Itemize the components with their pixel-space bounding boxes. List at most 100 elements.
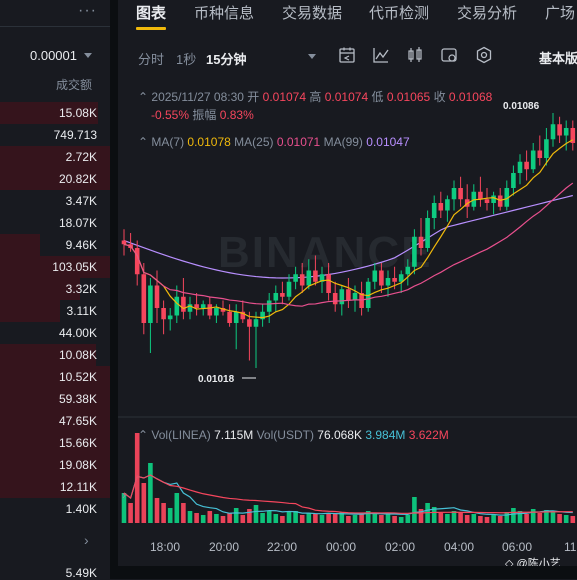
vol-ma2-value: 3.622M [408, 428, 449, 442]
volume-bar [418, 509, 424, 523]
candle-body [207, 304, 213, 316]
volume-bar [352, 515, 358, 523]
chevron-up-icon[interactable]: ⌃ [138, 135, 149, 149]
candle-body [266, 300, 272, 312]
candle-body [253, 319, 259, 327]
orderbook-row[interactable]: 9.46K [0, 234, 110, 256]
chevron-up-icon[interactable]: ⌃ [138, 428, 149, 442]
volume-bar [346, 516, 351, 523]
orderbook-row[interactable]: 15.66K [0, 432, 110, 454]
candle-body [214, 308, 219, 316]
volume-bar [227, 513, 232, 523]
chevron-up-icon[interactable]: ⌃ [138, 90, 149, 104]
target-icon[interactable] [475, 46, 493, 64]
volume-bar [570, 516, 576, 523]
orderbook-row[interactable]: 47.65K [0, 410, 110, 432]
depth-bar [0, 256, 110, 278]
candle-body [187, 304, 193, 312]
orderbook-row[interactable]: 1.40K [0, 498, 110, 520]
orderbook-row[interactable]: 44.00K [0, 322, 110, 344]
orderbook-turnover-value: 3.32K [65, 282, 97, 296]
column-header-turnover: 成交额 [56, 78, 93, 92]
ma7-line [123, 139, 574, 319]
tab-token-check[interactable]: 代币检测 [369, 5, 430, 22]
candle-body [458, 188, 463, 200]
orderbook-row[interactable]: 59.38K [0, 388, 110, 410]
interval-dropdown-icon[interactable] [308, 54, 316, 59]
pane-divider[interactable] [110, 0, 118, 579]
interval-1s[interactable]: 1秒 [176, 52, 197, 67]
orderbook-row[interactable]: 3.11K [0, 300, 110, 322]
vol-linea-label: Vol(LINEA) [151, 428, 211, 442]
orderbook-row[interactable]: 10.08K [0, 344, 110, 366]
orderbook-row[interactable]: 20.82K [0, 168, 110, 190]
volume-bar [148, 463, 153, 523]
orderbook-row[interactable]: 2.72K [0, 146, 110, 168]
volume-bar [511, 508, 516, 523]
orderbook-row[interactable]: 18.07K [0, 212, 110, 234]
low-value: 0.01065 [386, 90, 431, 104]
tab-coin-info[interactable]: 币种信息 [194, 5, 255, 22]
orderbook-turnover-value: 2.72K [65, 150, 97, 164]
tab-chart[interactable]: 图表 [136, 5, 167, 22]
candle-info-line1: ⌃ 2025/11/27 08:30 开 0.01074 高 0.01074 低… [138, 88, 492, 105]
orderbook-turnover-value: 12.11K [59, 480, 97, 494]
volume-bar [181, 503, 186, 523]
x-tick-label: 22:00 [267, 540, 298, 554]
volume-bar [253, 505, 259, 523]
more-options-icon[interactable]: ··· [78, 2, 97, 19]
volume-bar [372, 513, 378, 523]
orderbook-turnover-value: 19.08K [58, 458, 97, 472]
tick-size-selector[interactable]: 0.00001 [30, 48, 77, 63]
volume-bar [319, 515, 325, 523]
orderbook-row[interactable]: 15.08K [0, 102, 110, 124]
chevron-down-icon[interactable] [84, 53, 92, 58]
calendar-icon[interactable] [338, 46, 356, 64]
candle-type-icon[interactable] [406, 46, 424, 64]
volume-bar [161, 503, 166, 523]
ma-legend: ⌃ MA(7) 0.01078 MA(25) 0.01071 MA(99) 0.… [138, 135, 410, 149]
candle-body [273, 293, 279, 301]
orderbook-row[interactable]: 103.05K [0, 256, 110, 278]
chevron-right-icon[interactable]: › [84, 532, 89, 548]
chart-area[interactable]: BINANCE 0.01018 0.01086 ⌃ 2025/11/27 08:3… [118, 78, 577, 564]
volume-bar [438, 513, 444, 523]
volume-bar [385, 514, 391, 523]
candle-body [484, 199, 490, 203]
volume-bar [233, 508, 239, 523]
orderbook-turnover-value: 18.07K [58, 216, 97, 230]
tab-trading-data[interactable]: 交易数据 [282, 5, 343, 22]
orderbook-row[interactable]: 3.47K [0, 190, 110, 212]
high-value: 0.01074 [324, 90, 369, 104]
volume-bar [332, 514, 338, 523]
orderbook-turnover-value: 44.00K [58, 326, 97, 340]
tab-square[interactable]: 广场 [545, 5, 576, 22]
tab-trade-analysis[interactable]: 交易分析 [457, 5, 518, 22]
candle-body [524, 161, 529, 170]
volume-bar [293, 511, 298, 523]
chevron-right-icon[interactable]: › [122, 488, 126, 502]
orderbook-row[interactable]: 749.713 [0, 124, 110, 146]
volume-bar [273, 514, 279, 523]
volume-bar [504, 512, 510, 523]
volume-bar [260, 513, 265, 523]
orderbook-row[interactable]: 12.11K [0, 476, 110, 498]
volume-ma-line [123, 474, 573, 514]
candle-body [497, 195, 503, 207]
indicator-icon[interactable] [372, 46, 390, 64]
candle-body [121, 240, 127, 245]
orderbook-row[interactable]: 19.08K [0, 454, 110, 476]
chart-mode-basic[interactable]: 基本版 [539, 51, 577, 66]
interval-timeline[interactable]: 分时 [138, 52, 165, 67]
candle-body [181, 296, 186, 312]
orderbook-row[interactable]: 3.32K [0, 278, 110, 300]
orderbook-row[interactable]: 10.52K [0, 366, 110, 388]
candlestick-chart[interactable]: 0.01018 0.01086 [118, 78, 577, 564]
candle-body [563, 128, 569, 136]
candle-body [174, 296, 180, 316]
share-icon: ◇ [505, 558, 514, 570]
settings-icon[interactable] [440, 46, 458, 64]
interval-15m[interactable]: 15分钟 [206, 52, 247, 67]
volume-bar [458, 513, 463, 523]
depth-bar [0, 168, 110, 190]
